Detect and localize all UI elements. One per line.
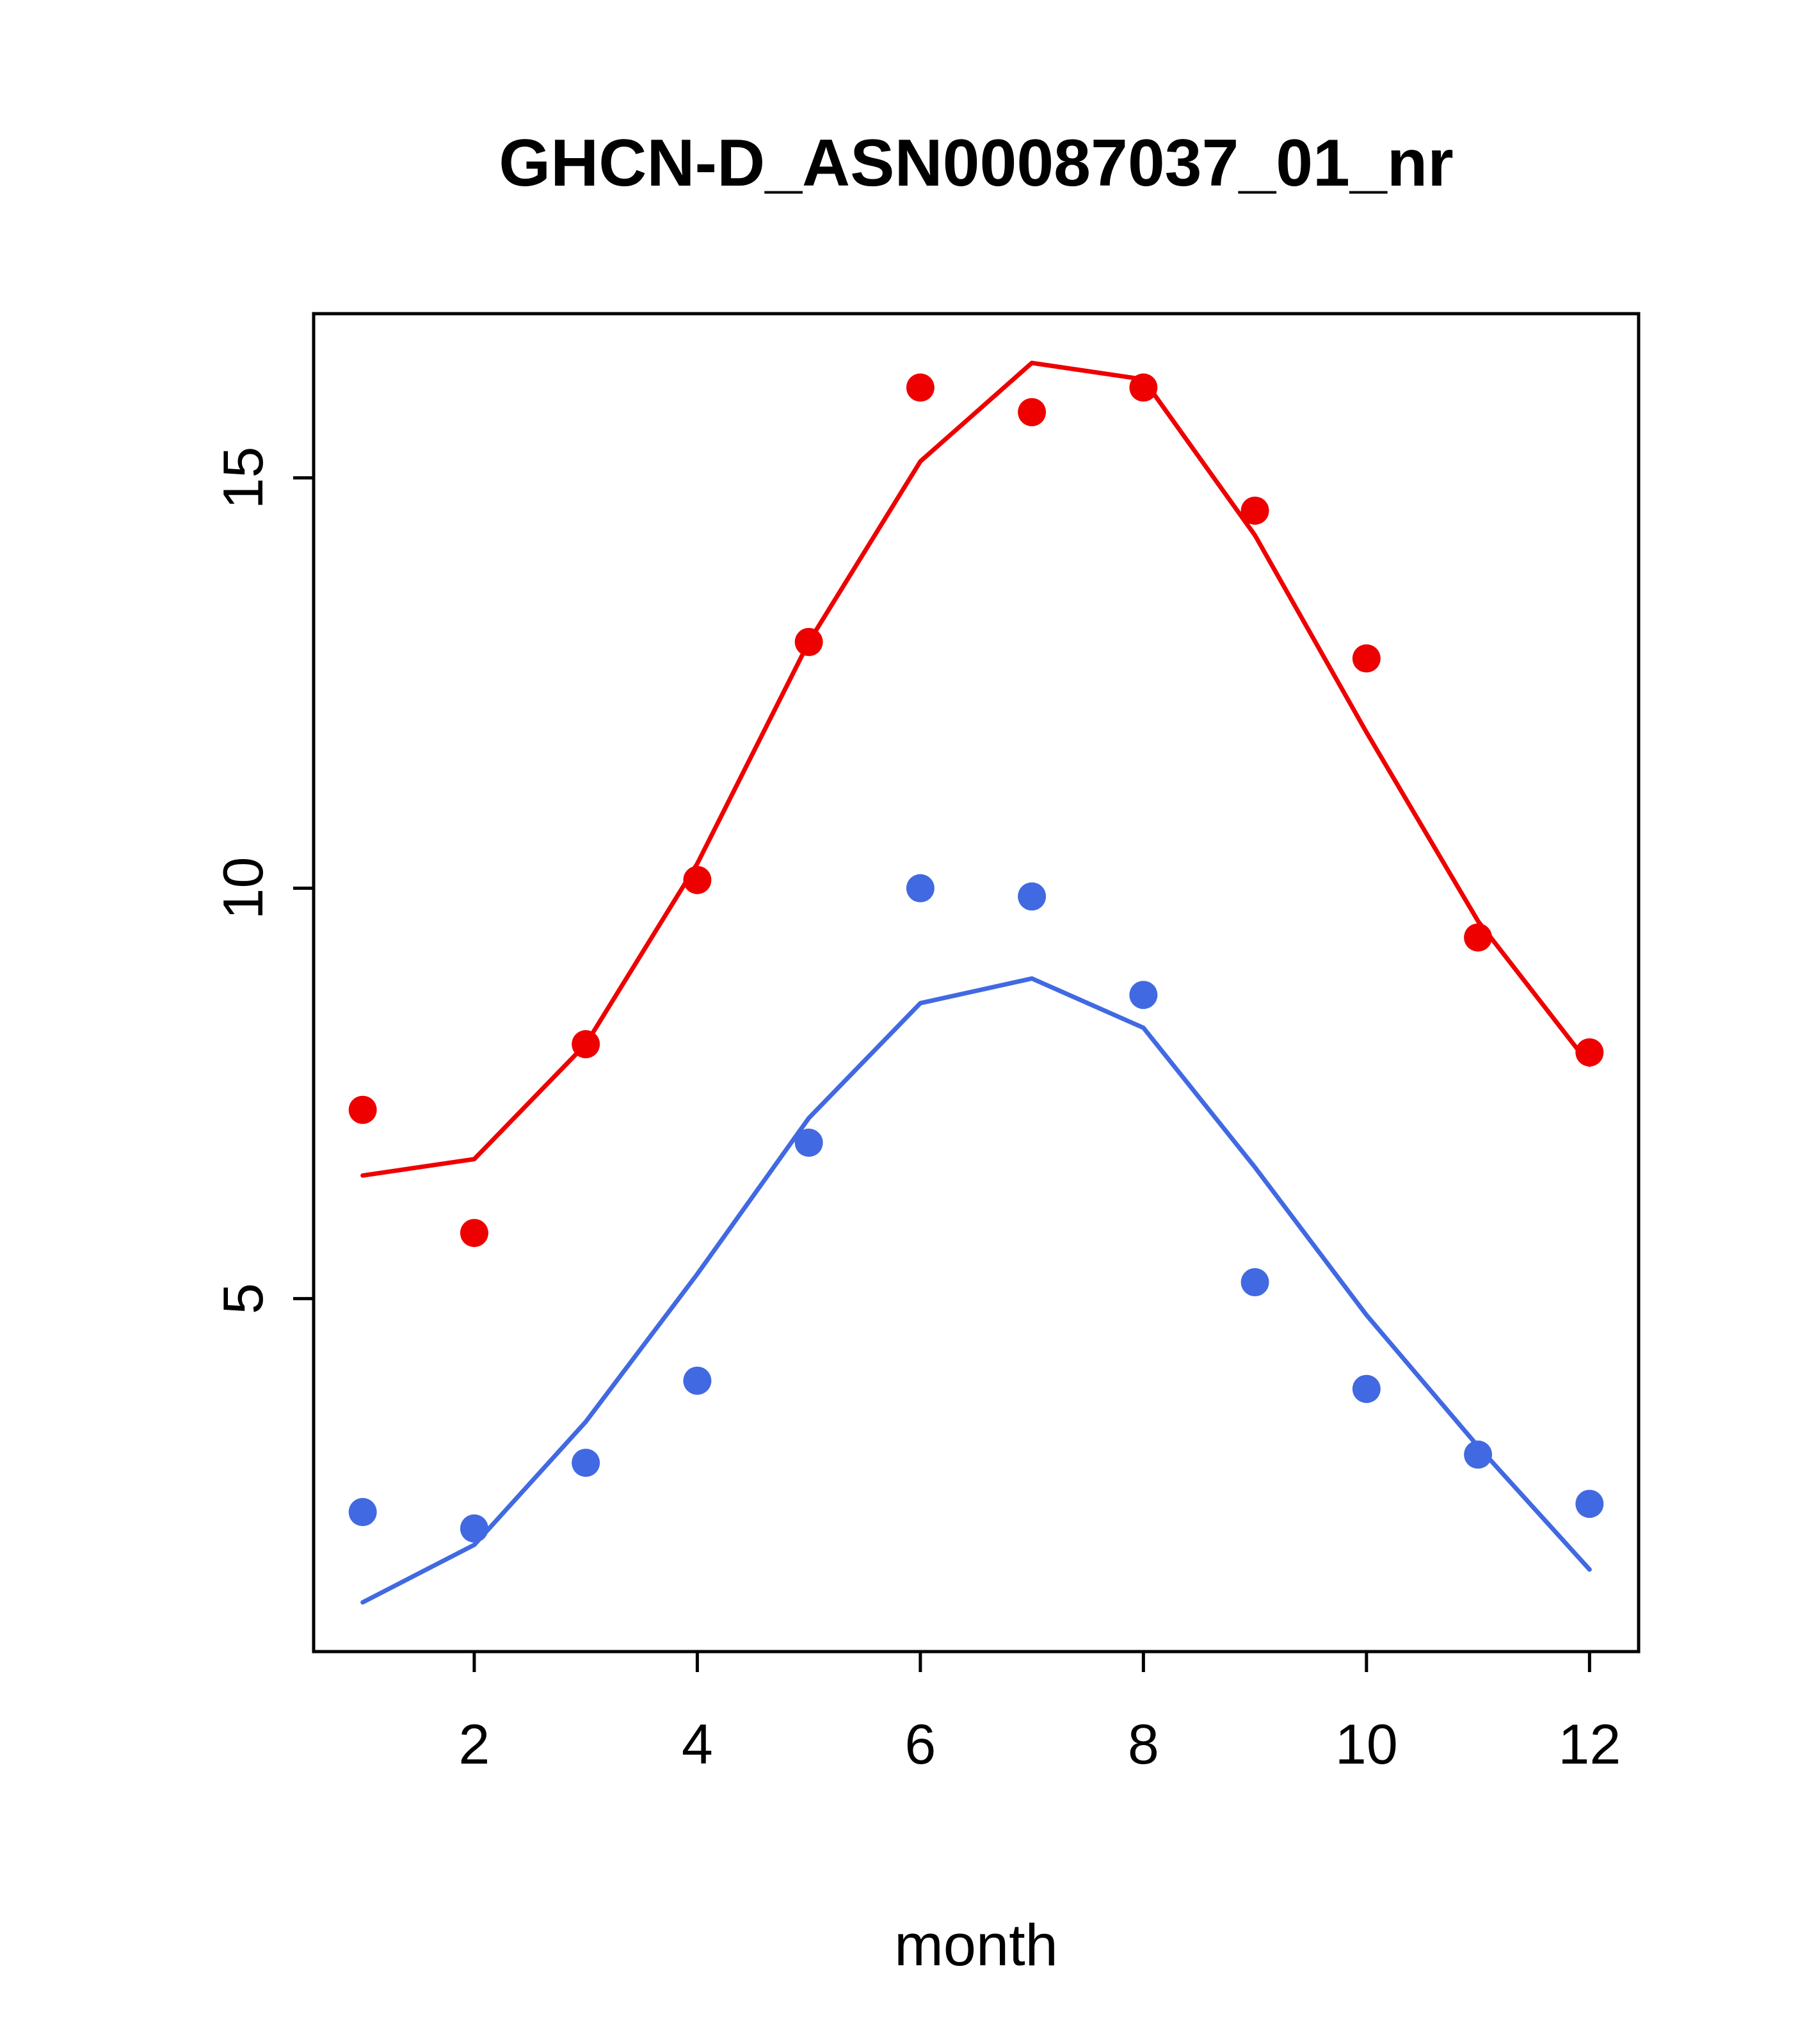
red-observed-points-point: [1352, 644, 1381, 673]
series-blue-observed-points: [348, 874, 1604, 1543]
red-observed-points-point: [460, 1219, 488, 1248]
red-observed-points-point: [1018, 398, 1047, 426]
blue-observed-points-point: [460, 1514, 488, 1543]
blue-observed-points-point: [348, 1498, 377, 1527]
plot-box: [312, 312, 1641, 1654]
red-observed-points-point: [348, 1095, 377, 1124]
series-blue-fitted-line: [360, 976, 1592, 1605]
blue-observed-points-point: [1129, 981, 1158, 1010]
red-observed-points-point: [1240, 496, 1269, 525]
x-tick-label: 2: [458, 1712, 490, 1776]
blue-fitted-line-path: [360, 976, 1592, 1605]
blue-observed-points-point: [1240, 1268, 1269, 1297]
red-observed-points-point: [683, 865, 712, 894]
x-tick-label: 4: [682, 1712, 713, 1776]
y-tick-label: 5: [211, 1283, 275, 1314]
series-red-fitted-line: [360, 360, 1592, 1178]
red-observed-points-point: [1575, 1038, 1604, 1066]
x-axis-label: month: [894, 1913, 1058, 1978]
blue-observed-points-point: [1575, 1490, 1604, 1518]
blue-observed-points-point: [1018, 882, 1047, 911]
x-axis: 2 4 6 8 10 12: [458, 1652, 1621, 1776]
y-tick-label: 10: [211, 857, 275, 920]
blue-observed-points-point: [683, 1366, 712, 1395]
red-fitted-line-path: [360, 360, 1592, 1178]
blue-observed-points-point: [1352, 1374, 1381, 1403]
blue-observed-points-point: [572, 1449, 600, 1477]
red-observed-points-point: [794, 627, 823, 656]
x-tick-label: 8: [1128, 1712, 1159, 1776]
series-red-observed-points: [348, 373, 1604, 1248]
y-axis: 5 10 15: [211, 446, 314, 1314]
y-tick-label: 15: [211, 446, 275, 509]
data-series: [348, 360, 1604, 1605]
plot-border: [312, 312, 1641, 1654]
red-observed-points-point: [1464, 923, 1493, 952]
red-observed-points-point: [906, 373, 935, 402]
chart-title: GHCN-D_ASN00087037_01_nr: [499, 126, 1453, 200]
blue-observed-points-point: [794, 1129, 823, 1157]
x-tick-label: 12: [1558, 1712, 1621, 1776]
red-observed-points-point: [1129, 373, 1158, 402]
red-observed-points-point: [572, 1030, 600, 1059]
x-tick-label: 10: [1335, 1712, 1398, 1776]
blue-observed-points-point: [1464, 1440, 1493, 1469]
blue-observed-points-point: [906, 874, 935, 903]
x-tick-label: 6: [904, 1712, 936, 1776]
